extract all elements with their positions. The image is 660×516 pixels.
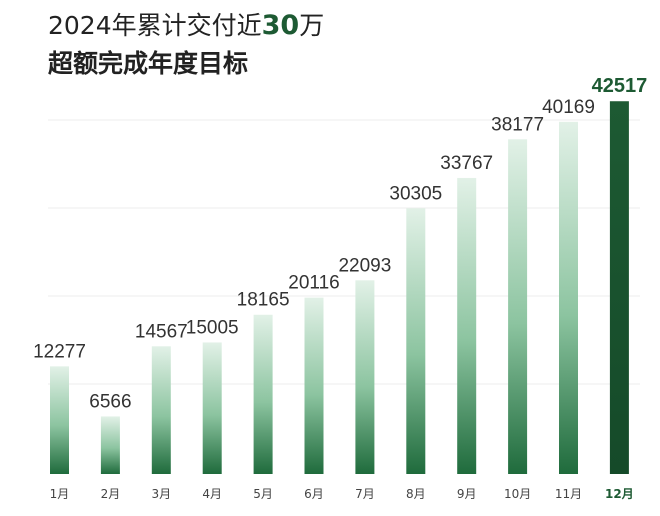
x-tick-label: 1月 (50, 487, 70, 501)
x-tick-label: 11月 (555, 487, 582, 501)
value-label: 6566 (89, 391, 131, 412)
bar-10月 (508, 139, 528, 474)
chart-title: 2024年累计交付近30万 超额完成年度目标 (48, 8, 324, 84)
bar-8月 (406, 208, 426, 474)
x-tick-label: 8月 (406, 487, 426, 501)
value-label: 20116 (288, 273, 339, 294)
bar-4月 (202, 342, 222, 474)
value-label: 30305 (389, 183, 442, 204)
grid-lines (48, 119, 640, 385)
x-tick-label: 2月 (101, 487, 121, 501)
x-tick-labels-group: 1月 2月 3月 4月 5月 6月 7月 8月 9月 10月 11月 12月 (50, 487, 634, 501)
bar-11月 (559, 121, 578, 475)
bar-2月 (100, 416, 120, 474)
title-line-1: 2024年累计交付近30万 (48, 8, 324, 44)
x-tick-label: 9月 (457, 487, 477, 501)
x-tick-label: 10月 (504, 487, 531, 501)
x-tick-label: 6月 (304, 487, 324, 501)
bar-12月 (609, 101, 629, 474)
value-label: 12277 (33, 341, 86, 362)
x-tick-label: 4月 (202, 487, 222, 501)
bar-7月 (355, 280, 375, 474)
value-label: 15005 (186, 317, 239, 338)
x-tick-label: 3月 (151, 487, 171, 501)
value-label: 18165 (237, 290, 290, 311)
value-label: 38177 (491, 114, 544, 135)
bars-group (50, 101, 629, 475)
value-label: 14567 (135, 321, 188, 342)
x-tick-label: 7月 (355, 487, 375, 501)
x-tick-label: 5月 (253, 487, 273, 501)
bar-9月 (457, 177, 477, 475)
title-part-1: 2024年累计交付近 (48, 11, 262, 40)
value-label: 40169 (542, 97, 595, 118)
title-highlight-number: 30 (261, 10, 300, 41)
bar-5月 (253, 314, 273, 474)
value-label: 33767 (440, 153, 493, 174)
title-part-2: 万 (299, 11, 325, 40)
bar-3月 (151, 346, 171, 474)
title-line-2: 超额完成年度目标 (48, 49, 249, 78)
value-label: 42517 (592, 75, 648, 97)
x-tick-label: 12月 (605, 487, 634, 501)
bar-6月 (304, 297, 324, 474)
bar-1月 (50, 366, 69, 474)
value-label: 22093 (338, 255, 391, 276)
